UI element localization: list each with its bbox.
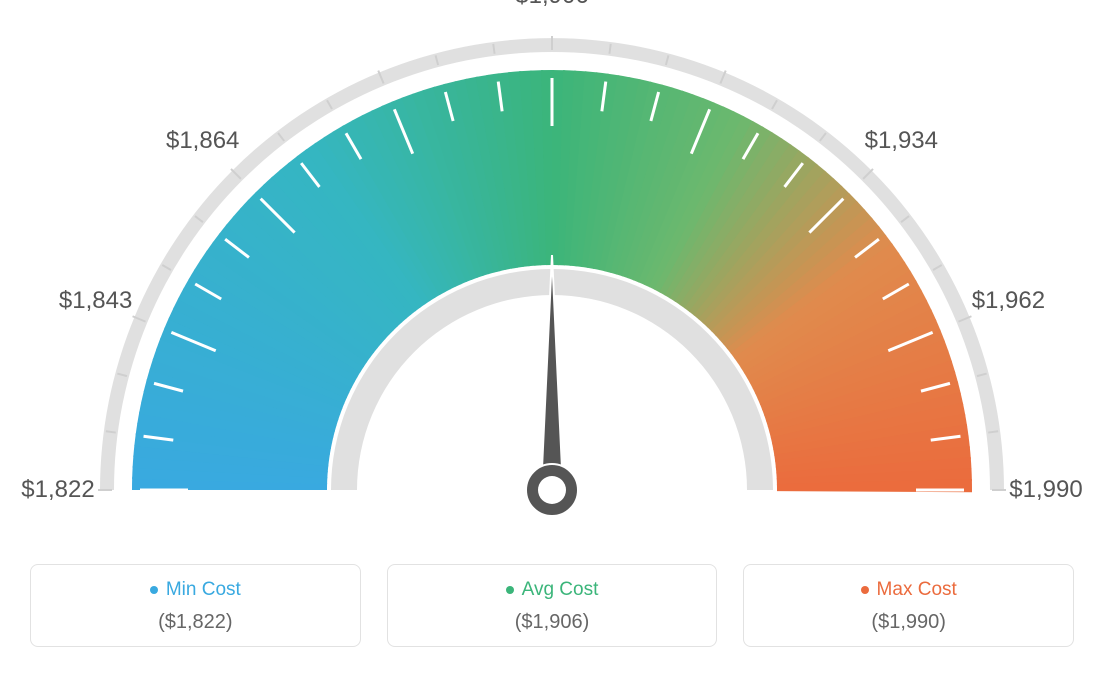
avg-dot-icon [506, 586, 514, 594]
gauge-tick-label: $1,962 [972, 287, 1045, 315]
max-dot-icon [861, 586, 869, 594]
gauge-svg [0, 0, 1104, 560]
avg-cost-title: Avg Cost [398, 579, 707, 601]
min-cost-label: Min Cost [166, 579, 241, 600]
avg-cost-card: Avg Cost ($1,906) [387, 564, 718, 647]
min-cost-card: Min Cost ($1,822) [30, 564, 361, 647]
gauge-chart: $1,822 $1,843 $1,864 $1,906 $1,934 $1,962 $1,9… [0, 0, 1104, 560]
max-cost-card: Max Cost ($1,990) [743, 564, 1074, 647]
gauge-tick-label: $1,864 [166, 127, 239, 155]
max-cost-label: Max Cost [877, 579, 957, 600]
min-cost-title: Min Cost [41, 579, 350, 601]
gauge-tick-label: $1,934 [865, 127, 938, 155]
max-cost-title: Max Cost [754, 579, 1063, 601]
gauge-tick-label: $1,990 [1009, 476, 1082, 504]
gauge-tick-label: $1,906 [515, 0, 588, 10]
gauge-tick-label: $1,822 [21, 476, 94, 504]
avg-cost-label: Avg Cost [522, 579, 599, 600]
avg-cost-value: ($1,906) [398, 611, 707, 634]
min-cost-value: ($1,822) [41, 611, 350, 634]
legend-row: Min Cost ($1,822) Avg Cost ($1,906) Max … [0, 564, 1104, 647]
min-dot-icon [150, 586, 158, 594]
max-cost-value: ($1,990) [754, 611, 1063, 634]
gauge-tick-label: $1,843 [59, 287, 132, 315]
